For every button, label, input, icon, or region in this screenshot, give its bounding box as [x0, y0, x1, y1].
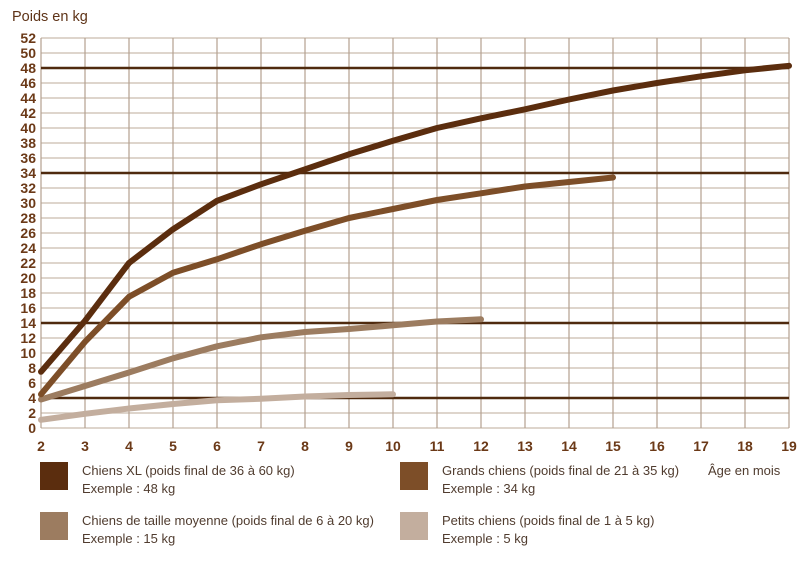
legend-swatch-chiens-xl — [40, 462, 68, 490]
legend-swatch-chiens-moyens — [40, 512, 68, 540]
y-tick-label: 42 — [20, 105, 36, 121]
legend-item-chiens-moyens: Chiens de taille moyenne (poids final de… — [40, 512, 374, 547]
y-tick-label: 26 — [20, 225, 36, 241]
y-tick-label: 28 — [20, 210, 36, 226]
grid — [40, 37, 790, 429]
x-tick-label: 5 — [169, 438, 177, 454]
y-tick-label: 44 — [20, 90, 36, 106]
y-tick-label: 4 — [28, 390, 36, 406]
legend-label: Petits chiens (poids final de 1 à 5 kg) … — [442, 512, 654, 547]
chart-canvas: 0246810121416182022242628303234363840424… — [20, 30, 797, 454]
y-tick-label: 46 — [20, 75, 36, 91]
legend-swatch-grands-chiens — [400, 462, 428, 490]
y-axis-ticks: 0246810121416182022242628303234363840424… — [20, 30, 36, 436]
legend-item-grands-chiens: Grands chiens (poids final de 21 à 35 kg… — [400, 462, 679, 497]
legend-label: Chiens de taille moyenne (poids final de… — [82, 512, 374, 547]
legend-swatch-petits-chiens — [400, 512, 428, 540]
x-tick-label: 10 — [385, 438, 401, 454]
legend-item-title: Chiens XL (poids final de 36 à 60 kg) — [82, 463, 295, 478]
legend-item-example: Exemple : 5 kg — [442, 530, 528, 546]
x-tick-label: 9 — [345, 438, 353, 454]
legend-label: Chiens XL (poids final de 36 à 60 kg) Ex… — [82, 462, 295, 497]
y-tick-label: 8 — [28, 360, 36, 376]
curve-chiens-xl — [38, 62, 792, 375]
y-tick-label: 36 — [20, 150, 36, 166]
legend-item-chiens-xl: Chiens XL (poids final de 36 à 60 kg) Ex… — [40, 462, 295, 497]
x-tick-label: 8 — [301, 438, 309, 454]
y-tick-label: 16 — [20, 300, 36, 316]
x-tick-label: 13 — [517, 438, 533, 454]
x-tick-label: 12 — [473, 438, 489, 454]
y-tick-label: 2 — [28, 405, 36, 421]
legend-item-example: Exemple : 15 kg — [82, 530, 176, 546]
y-tick-label: 10 — [20, 345, 36, 361]
x-tick-label: 14 — [561, 438, 577, 454]
y-tick-label: 18 — [20, 285, 36, 301]
x-tick-label: 15 — [605, 438, 621, 454]
y-tick-label: 6 — [28, 375, 36, 391]
curve-chiens-de-taille-moyenne — [38, 316, 484, 403]
y-tick-label: 20 — [20, 270, 36, 286]
x-tick-label: 19 — [781, 438, 797, 454]
x-tick-label: 4 — [125, 438, 133, 454]
y-tick-label: 48 — [20, 60, 36, 76]
y-tick-label: 32 — [20, 180, 36, 196]
y-tick-label: 52 — [20, 30, 36, 46]
x-tick-label: 17 — [693, 438, 709, 454]
y-tick-label: 0 — [28, 420, 36, 436]
legend-item-example: Exemple : 48 kg — [82, 480, 176, 496]
legend-item-title: Chiens de taille moyenne (poids final de… — [82, 513, 374, 528]
x-tick-label: 3 — [81, 438, 89, 454]
legend-item-title: Grands chiens (poids final de 21 à 35 kg… — [442, 463, 680, 478]
legend-item-example: Exemple : 34 kg — [442, 480, 536, 496]
x-axis-title: Âge en mois — [708, 463, 781, 478]
y-axis-title: Poids en kg — [12, 9, 88, 25]
y-tick-label: 12 — [20, 330, 36, 346]
y-tick-label: 34 — [20, 165, 36, 181]
x-tick-label: 16 — [649, 438, 665, 454]
x-tick-label: 18 — [737, 438, 753, 454]
legend-label: Grands chiens (poids final de 21 à 35 kg… — [442, 462, 679, 497]
legend-item-petits-chiens: Petits chiens (poids final de 1 à 5 kg) … — [400, 512, 654, 547]
curve-petits-chiens — [38, 391, 396, 423]
y-tick-label: 50 — [20, 45, 36, 61]
y-tick-label: 14 — [20, 315, 36, 331]
x-tick-label: 7 — [257, 438, 265, 454]
y-tick-label: 24 — [20, 240, 36, 256]
x-tick-label: 2 — [37, 438, 45, 454]
y-tick-label: 40 — [20, 120, 36, 136]
x-tick-label: 6 — [213, 438, 221, 454]
x-tick-label: 11 — [430, 438, 445, 454]
x-axis-ticks: 2 3 4 5 6 7 8 9 10 11 12 13 14 15 16 17 18 19 — [37, 438, 797, 454]
y-tick-label: 38 — [20, 135, 36, 151]
legend-item-title: Petits chiens (poids final de 1 à 5 kg) — [442, 513, 655, 528]
y-tick-label: 30 — [20, 195, 36, 211]
y-tick-label: 22 — [20, 255, 36, 271]
curve-grands-chiens — [38, 174, 616, 398]
